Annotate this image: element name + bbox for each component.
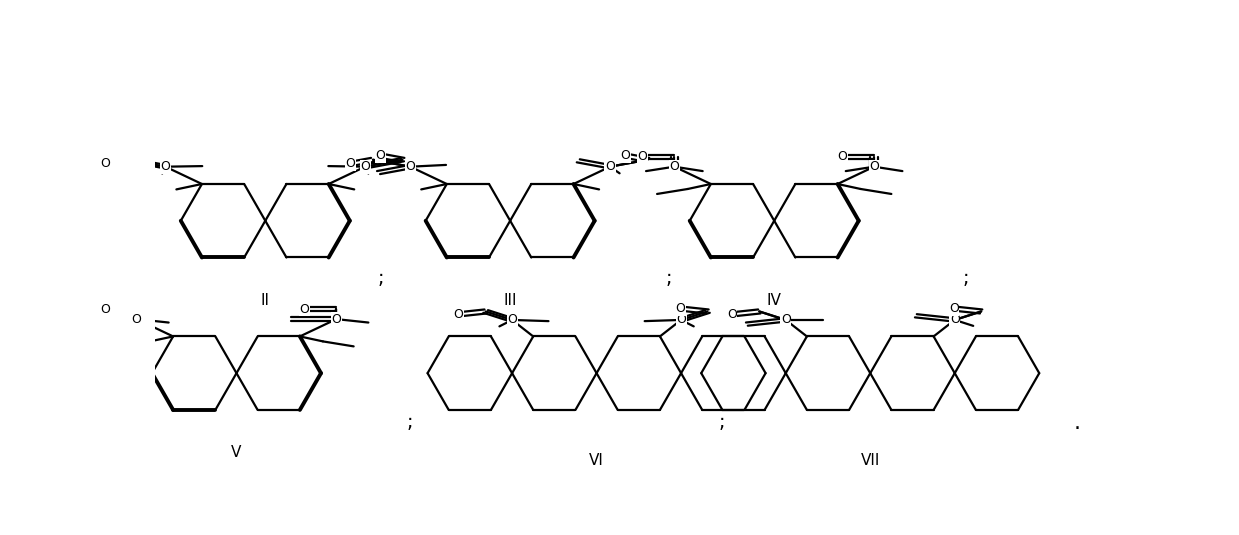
Text: O: O (131, 312, 141, 326)
Text: O: O (300, 303, 310, 316)
Text: O: O (949, 302, 959, 315)
Text: O: O (781, 314, 790, 326)
Text: O: O (361, 160, 370, 173)
Text: O: O (638, 150, 648, 163)
Text: O: O (869, 160, 878, 173)
Text: .: . (1073, 412, 1080, 433)
Text: O: O (100, 303, 110, 316)
Text: O: O (405, 160, 415, 173)
Text: ;: ; (406, 413, 413, 432)
Text: O: O (331, 312, 341, 326)
Text: ;: ; (963, 269, 969, 288)
Text: O: O (676, 314, 686, 326)
Text: O: O (669, 160, 679, 173)
Text: O: O (675, 302, 685, 315)
Text: ;: ; (378, 269, 384, 288)
Text: O: O (346, 157, 356, 171)
Text: III: III (503, 293, 517, 308)
Text: ;: ; (665, 269, 672, 288)
Text: IV: IV (767, 293, 782, 308)
Text: VII: VII (861, 453, 880, 469)
Text: II: II (260, 293, 270, 308)
Text: O: O (950, 314, 960, 326)
Text: O: O (605, 160, 615, 173)
Text: O: O (727, 308, 737, 321)
Text: O: O (161, 160, 171, 173)
Text: O: O (453, 308, 463, 321)
Text: ;: ; (719, 413, 725, 432)
Text: O: O (507, 314, 517, 326)
Text: O: O (838, 150, 847, 163)
Text: O: O (375, 149, 385, 162)
Text: O: O (100, 157, 110, 171)
Text: O: O (620, 149, 629, 162)
Text: V: V (232, 445, 242, 460)
Text: VI: VI (589, 453, 605, 469)
